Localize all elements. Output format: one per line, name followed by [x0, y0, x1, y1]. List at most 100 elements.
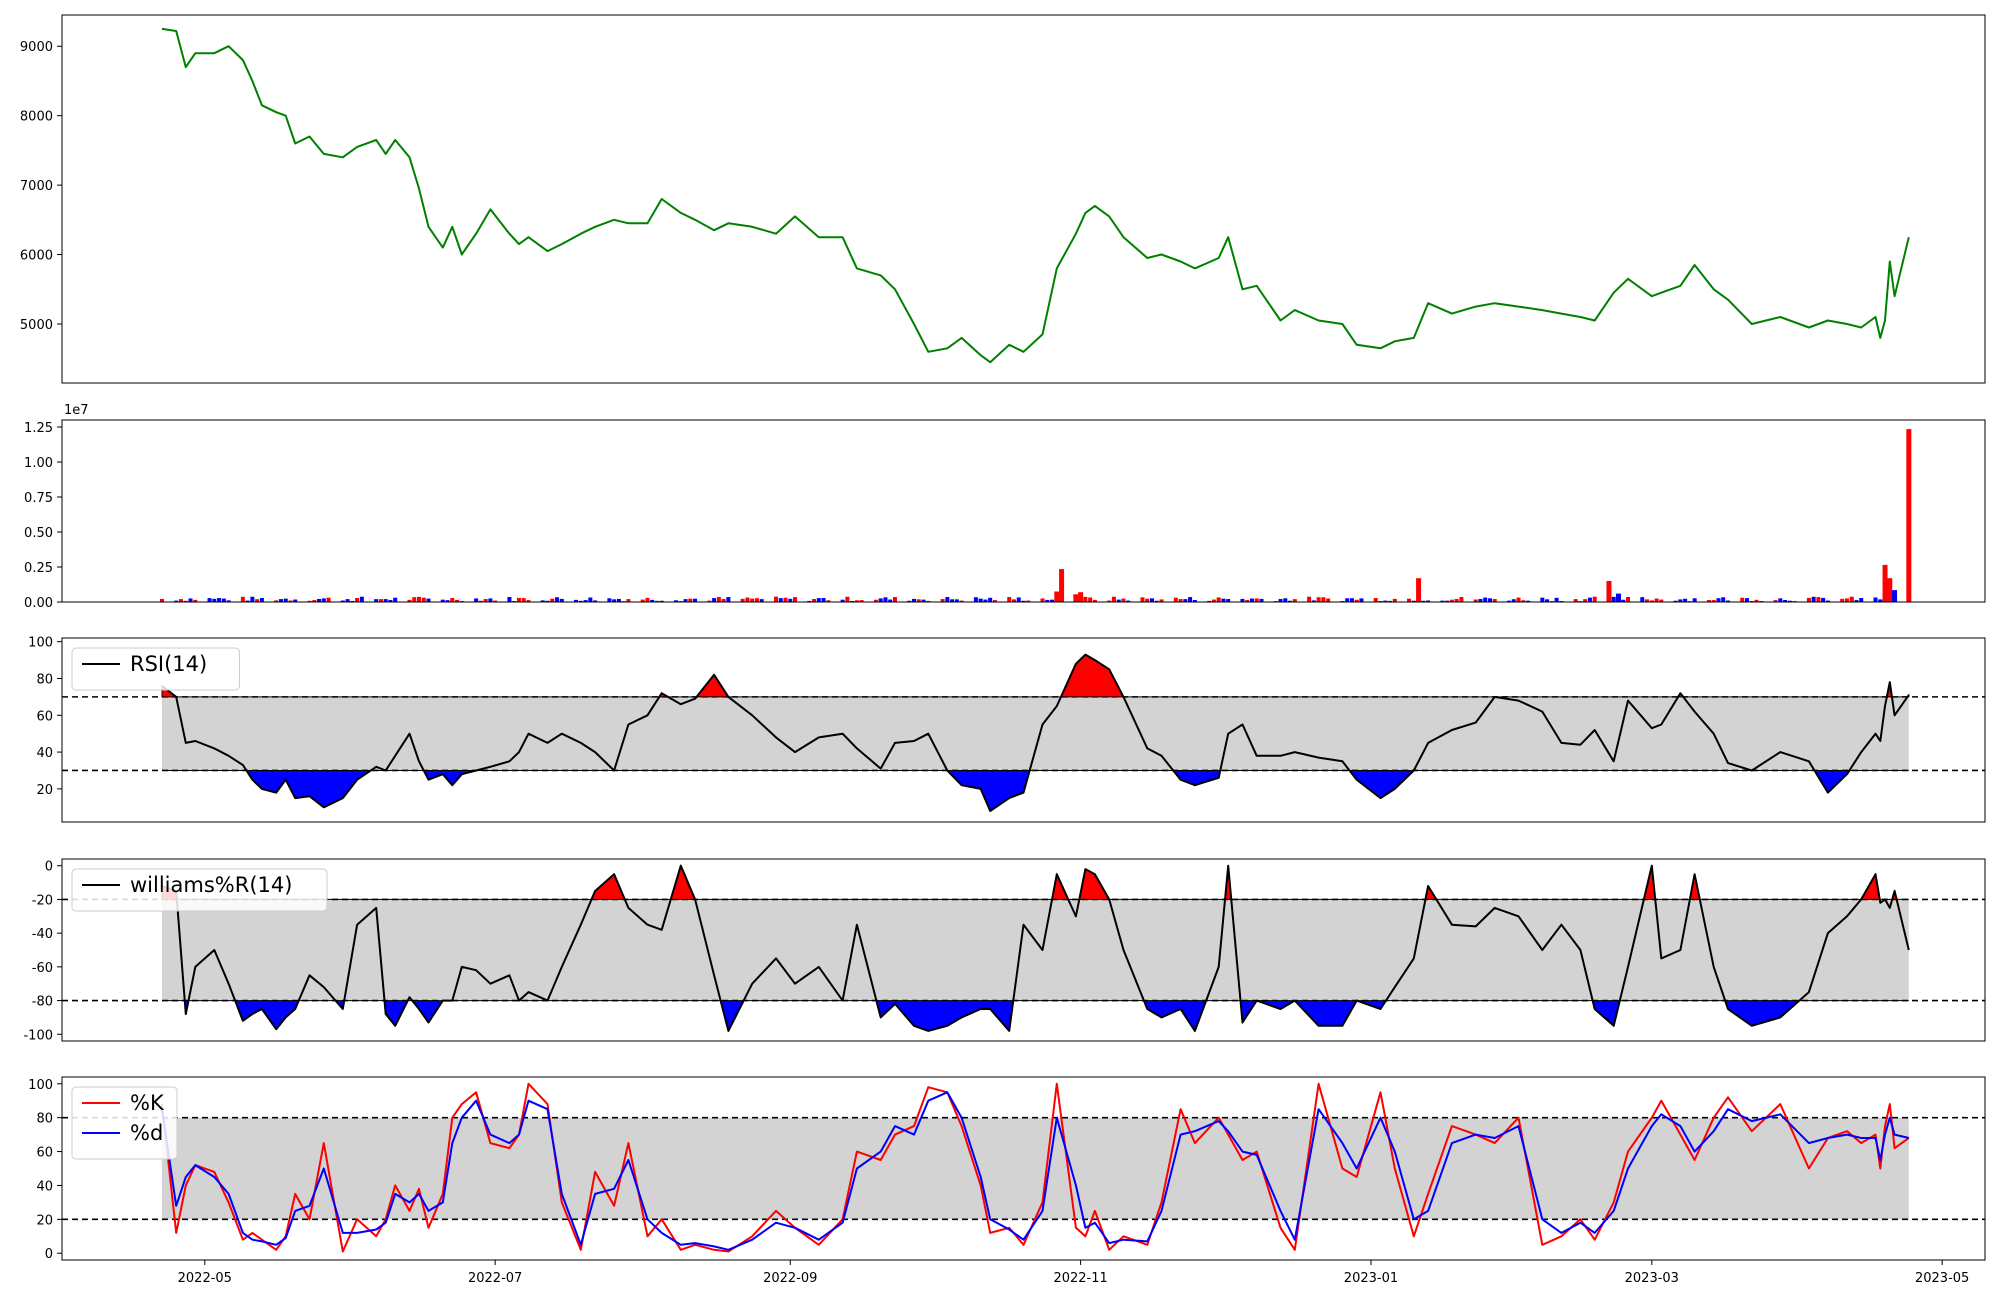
legend-box	[71, 868, 328, 912]
volume-bar	[683, 599, 688, 602]
volume-bar	[807, 600, 812, 602]
x-axis: 2022-05 2022-07 2022-09 2022-11 2023-01 2023-…	[178, 1260, 1969, 1286]
volume-bar	[450, 597, 455, 602]
volume-bar	[1521, 600, 1526, 602]
volume-bar	[1440, 600, 1445, 602]
volume-bar	[1045, 599, 1050, 602]
volume-bar	[1611, 596, 1616, 602]
y-tick-label: 0	[45, 1247, 53, 1262]
volume-bar	[1626, 596, 1631, 602]
x-tick-label: 2023-01	[1344, 1271, 1398, 1286]
plot-frame	[61, 419, 1986, 603]
y-tick-label: 7000	[20, 179, 53, 194]
y-tick-label: 100	[28, 1078, 53, 1093]
plot-frame	[61, 1076, 1986, 1261]
volume-bar	[1192, 600, 1197, 602]
volume-bar	[1516, 597, 1521, 602]
volume-bar	[317, 598, 322, 602]
plot-frame	[61, 14, 1986, 384]
volume-bar	[1288, 600, 1293, 602]
volume-bar	[1545, 599, 1550, 602]
rsi-panel: 20 40 60 80 100 RSI(14)	[28, 636, 1986, 823]
y-tick-label: -60	[32, 961, 53, 976]
volume-bar	[778, 598, 783, 602]
neutral-band	[161, 1117, 1909, 1220]
volume-bar	[721, 599, 726, 602]
volume-bar	[788, 598, 793, 602]
y-tick-label: -40	[32, 927, 53, 942]
y-tick-label: 0.75	[24, 491, 53, 506]
y-tick-label: 80	[36, 1112, 53, 1127]
volume-bar	[259, 598, 264, 602]
volume-bar	[583, 600, 588, 602]
volume-bar	[426, 598, 431, 602]
volume-bar	[978, 598, 983, 602]
volume-bar	[1721, 597, 1726, 602]
plot-frame	[61, 858, 1986, 1042]
volume-bar	[659, 600, 664, 602]
volume-bar	[1111, 596, 1116, 602]
volume-bar	[1583, 599, 1588, 602]
y-tick-label: -100	[23, 1028, 53, 1043]
y-tick-label: 6000	[20, 249, 53, 264]
volume-bar	[1407, 598, 1412, 602]
volume-bar	[1392, 598, 1397, 602]
volume-bar	[1092, 599, 1097, 602]
volume-bar	[1640, 597, 1645, 602]
neutral-band	[161, 899, 1909, 1001]
volume-bar	[1083, 596, 1088, 602]
volume-bar	[226, 600, 231, 602]
volume-bar	[854, 600, 859, 602]
volume-bar	[726, 597, 731, 602]
volume-bar	[1416, 578, 1422, 602]
volume-bar	[640, 599, 645, 602]
volume-bar	[521, 598, 526, 602]
volume-bar	[350, 600, 355, 602]
volume-bar	[826, 600, 831, 602]
volume-bar	[1840, 598, 1845, 602]
volume-bar	[1573, 599, 1578, 602]
volume-bar	[307, 600, 312, 602]
volume-bar	[1207, 600, 1212, 602]
volume-bar	[650, 599, 655, 602]
volume-bar	[645, 597, 650, 602]
volume-bar	[312, 600, 317, 602]
y-tick-label: 100	[28, 636, 53, 651]
volume-bar	[707, 600, 712, 602]
volume-bar	[693, 598, 698, 602]
volume-bar	[812, 599, 817, 602]
x-tick-label: 2022-11	[1053, 1271, 1107, 1286]
volume-bar	[283, 598, 288, 602]
volume-bar	[321, 598, 326, 602]
volume-bar	[1073, 594, 1079, 602]
volume-bar	[1240, 598, 1245, 602]
volume-bar	[421, 597, 426, 602]
y-tick-label: 60	[36, 1146, 53, 1161]
volume-bar	[1483, 597, 1488, 602]
volume-bar	[1154, 600, 1159, 602]
volume-bar	[293, 599, 298, 602]
legend-box	[71, 1086, 178, 1160]
volume-bar	[916, 599, 921, 602]
volume-bar	[526, 600, 531, 602]
williams-r-panel: -100 -80 -60 -40 -20 0 williams%R(14)	[23, 858, 1986, 1043]
volume-bar	[255, 599, 260, 602]
volume-bar	[1615, 593, 1621, 602]
volume-bar	[950, 599, 955, 602]
volume-bar	[1159, 599, 1164, 602]
volume-bar	[1825, 600, 1830, 602]
volume-bar	[821, 598, 826, 602]
volume-bar	[850, 600, 855, 602]
volume-bar	[988, 597, 993, 602]
volume-bar	[1178, 599, 1183, 602]
volume-bar	[1711, 600, 1716, 602]
volume-bar	[1773, 600, 1778, 602]
volume-bar	[1307, 596, 1312, 602]
volume-bar	[483, 599, 488, 602]
volume-bar	[393, 597, 398, 602]
y-tick-label: 60	[36, 709, 53, 724]
volume-bar	[654, 600, 659, 602]
volume-bar	[1706, 600, 1711, 602]
volume-bar	[183, 600, 188, 602]
neutral-band	[161, 696, 1909, 771]
